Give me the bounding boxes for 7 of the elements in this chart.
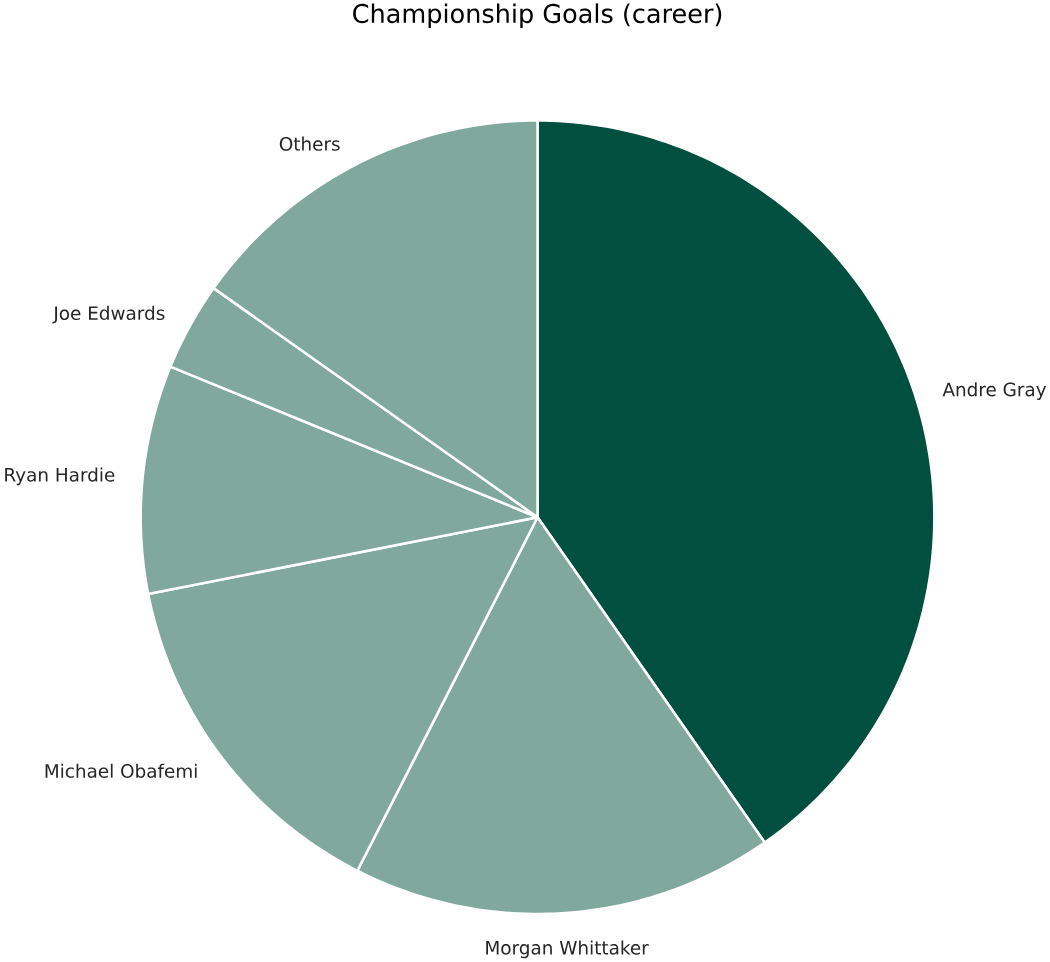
slice-label: Others: [279, 136, 340, 152]
slice-label: Ryan Hardie: [5, 467, 115, 486]
chart-title: Championship Goals (career): [353, 3, 722, 29]
slice-label: Andre Gray: [942, 382, 1047, 401]
slice-label: Michael Obafemi: [45, 763, 197, 779]
slice-label: Morgan Whittaker: [486, 940, 649, 959]
slice-label: Joe Edwards: [52, 306, 165, 324]
